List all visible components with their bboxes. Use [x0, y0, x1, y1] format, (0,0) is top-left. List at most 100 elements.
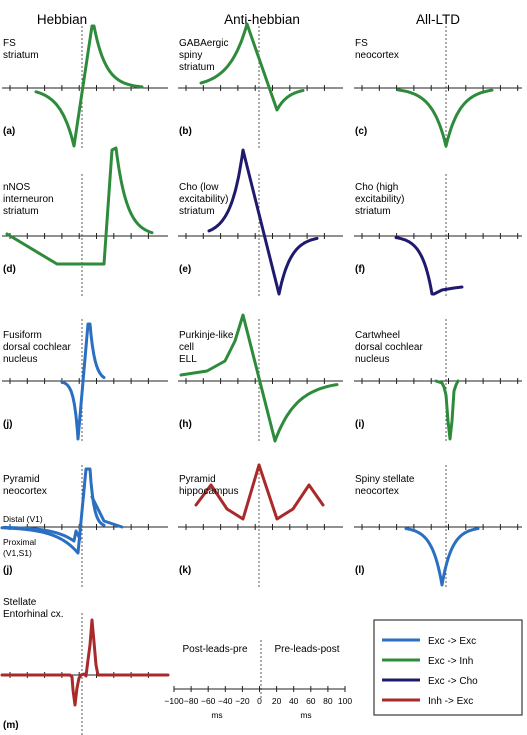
- panel-title: striatum: [179, 62, 215, 73]
- stdp-curve: [434, 379, 460, 441]
- panel-title: ELL: [179, 354, 197, 365]
- stdp-curve: [394, 236, 464, 296]
- stdp-curve: [5, 146, 154, 266]
- time-axis-panel: −100 −80 −60 −40 −20 0 20 40 60 80 100 Post-leads-p…: [164, 640, 352, 720]
- panel-title: hippocampus: [179, 486, 238, 497]
- legend-label: Exc -> Inh: [428, 656, 473, 667]
- panel-title: dorsal cochlear: [355, 342, 423, 353]
- panel-title: excitability): [355, 194, 404, 205]
- stdp-curve: [90, 495, 124, 529]
- panel-label: (l): [355, 565, 364, 576]
- panel-title: Cartwheel: [355, 330, 400, 341]
- time-tick-label: −100: [164, 696, 183, 706]
- panel-label: (h): [179, 419, 192, 430]
- panel-title: neocortex: [355, 486, 399, 497]
- unit-label-left: ms: [211, 710, 222, 720]
- stdp-curve: [207, 148, 319, 296]
- panel-label: (b): [179, 126, 192, 137]
- stdp-curve: [60, 322, 106, 441]
- panel-label: (d): [3, 264, 16, 275]
- stdp-curve: [199, 22, 305, 112]
- panel-title: striatum: [179, 206, 215, 217]
- legend-label: Exc -> Exc: [428, 636, 476, 647]
- post-leads-pre-label: Post-leads-pre: [182, 644, 247, 655]
- panel-title: nucleus: [355, 354, 389, 365]
- panel-title: neocortex: [355, 50, 399, 61]
- stdp-curve: [0, 618, 170, 707]
- panel-title: spiny: [179, 50, 202, 61]
- stdp-curve: [194, 463, 261, 521]
- panel-title: Fusiform: [3, 330, 42, 341]
- stdp-curve: [179, 313, 339, 443]
- stdp-curve: [404, 527, 480, 587]
- time-tick-label: −80: [184, 696, 199, 706]
- panel-title: FS: [355, 38, 368, 49]
- proximal-label-2: (V1,S1): [3, 548, 32, 558]
- column-headers: Hebbian Anti-hebbian All-LTD: [37, 12, 460, 27]
- panel-title: striatum: [3, 50, 39, 61]
- time-tick-label: −20: [235, 696, 250, 706]
- proximal-label: Proximal: [3, 537, 36, 547]
- panel-title: Spiny stellate: [355, 474, 415, 485]
- time-tick-label: 40: [289, 696, 299, 706]
- panel-title: Entorhinal cx.: [3, 609, 64, 620]
- panel-label: (c): [355, 126, 367, 137]
- header-all-ltd: All-LTD: [416, 12, 460, 27]
- time-tick-label: 80: [323, 696, 333, 706]
- legend-label: Exc -> Cho: [428, 676, 478, 687]
- panel-label: (i): [355, 419, 364, 430]
- stdp-curve: [34, 24, 144, 148]
- panel-label: (j): [3, 419, 12, 430]
- panel-title: Cho (high: [355, 182, 398, 193]
- panel-title: interneuron: [3, 194, 54, 205]
- panel-title: GABAergic: [179, 38, 228, 49]
- distal-label: Distal (V1): [3, 514, 43, 524]
- panel-label: (a): [3, 126, 15, 137]
- panel-title: Pyramid: [179, 474, 216, 485]
- panels: FSstriatum(a)GABAergicspinystriatum(b)FS…: [0, 22, 522, 735]
- stdp-curve: [396, 88, 494, 148]
- panel-title: Pyramid: [3, 474, 40, 485]
- legend: Exc -> Exc Exc -> Inh Exc -> Cho Inh -> Exc: [373, 619, 523, 716]
- legend-label: Inh -> Exc: [428, 696, 473, 707]
- panel-title: nucleus: [3, 354, 37, 365]
- panel-title: Stellate: [3, 597, 37, 608]
- panel-title: dorsal cochlear: [3, 342, 71, 353]
- panel-label: (k): [179, 565, 191, 576]
- time-tick-label: 20: [272, 696, 282, 706]
- unit-label-right: ms: [300, 710, 311, 720]
- panel-title: striatum: [3, 206, 39, 217]
- panel-label: (j): [3, 565, 12, 576]
- panel-title: FS: [3, 38, 16, 49]
- header-hebbian: Hebbian: [37, 12, 87, 27]
- pre-leads-post-label: Pre-leads-post: [274, 644, 339, 655]
- time-tick-label: 100: [338, 696, 352, 706]
- panel-title: Purkinje-like: [179, 330, 234, 341]
- panel-label: (e): [179, 264, 191, 275]
- header-anti-hebbian: Anti-hebbian: [224, 12, 300, 27]
- panel-title: striatum: [355, 206, 391, 217]
- stdp-curve: [2, 525, 82, 543]
- panel-title: neocortex: [3, 486, 47, 497]
- panel-label: (f): [355, 264, 365, 275]
- time-tick-label: 0: [257, 696, 262, 706]
- panel-title: nNOS: [3, 182, 31, 193]
- time-tick-label: −60: [201, 696, 216, 706]
- panel-label: (m): [3, 720, 19, 731]
- time-tick-label: 60: [306, 696, 316, 706]
- panel-title: cell: [179, 342, 194, 353]
